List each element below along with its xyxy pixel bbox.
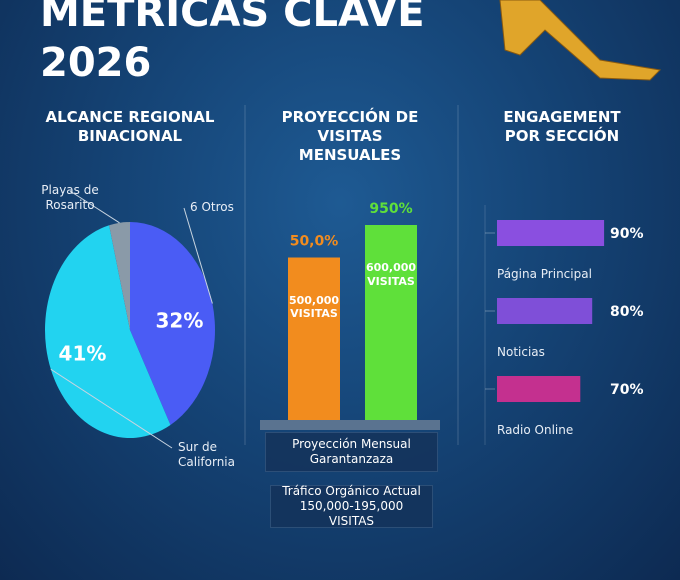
slice-label: 6 Otros <box>190 200 234 214</box>
category-label: Noticias <box>497 345 545 359</box>
leader-line <box>183 207 213 304</box>
pie-slice <box>109 222 130 330</box>
bar-value-label: 500,000 VISITAS <box>288 293 340 321</box>
slice-label: Playas de Rosarito <box>41 183 99 212</box>
top-label: 50,0% <box>290 234 339 250</box>
slice-label: Sur de California <box>178 440 235 469</box>
value-label: 90% <box>610 226 644 242</box>
bar <box>497 298 593 324</box>
bar <box>497 220 605 246</box>
pie-slice <box>130 222 215 425</box>
logo-decoration <box>499 0 662 81</box>
note-box: Tráfico Orgánico Actual 150,000-195,000 … <box>270 484 433 528</box>
bar-value-label: 600,000 VISITAS <box>365 261 417 288</box>
chart-title: ENGAGEMENT POR SECCIÓN <box>503 108 621 145</box>
category-label: Radio Online <box>497 423 573 437</box>
bar <box>288 257 340 420</box>
leader-line <box>50 368 173 449</box>
value-label: 70% <box>610 382 644 398</box>
value-label: 80% <box>610 304 644 320</box>
chart-title: PROYECCIÓN DE VISITAS MENSUALES <box>281 108 419 164</box>
note-box: Proyección Mensual Garantanzaza <box>265 432 438 472</box>
value-label: 41% <box>59 341 107 365</box>
bar-platform <box>260 420 440 430</box>
category-label: Página Principal <box>497 267 592 281</box>
page-title: MÉTRICAS CLAVE 2026 <box>40 0 425 86</box>
leader-line <box>69 190 120 224</box>
pie-slice <box>45 225 171 438</box>
value-label: 32% <box>156 309 204 333</box>
bar <box>365 225 417 420</box>
top-label: 950% <box>369 201 412 217</box>
bar <box>497 376 581 402</box>
chart-title: ALCANCE REGIONAL BINACIONAL <box>45 108 215 145</box>
